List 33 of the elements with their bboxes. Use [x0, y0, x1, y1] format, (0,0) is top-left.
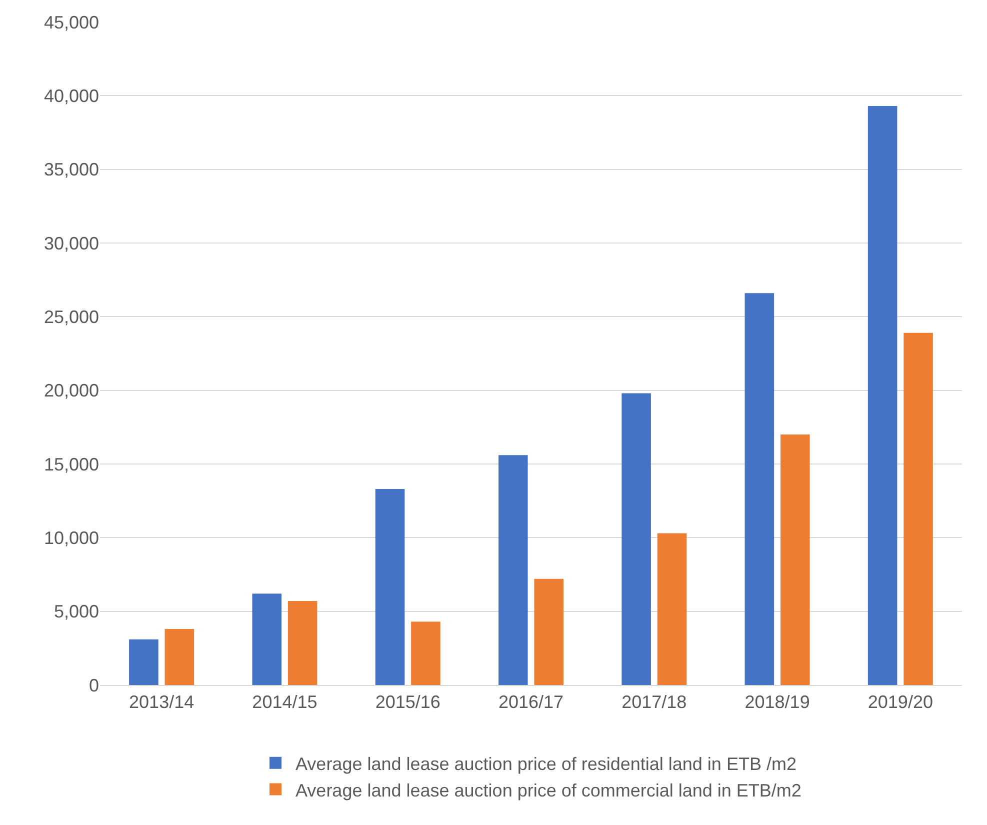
bar [375, 489, 405, 685]
y-tick-label: 5,000 [54, 602, 99, 622]
x-tick-label: 2018/19 [744, 692, 810, 712]
y-tick-label: 35,000 [44, 160, 99, 180]
bar [904, 332, 933, 685]
bar [288, 601, 318, 685]
y-tick-label: 20,000 [44, 380, 99, 401]
bar [657, 533, 687, 685]
y-tick-label: 0 [88, 675, 99, 696]
bar [252, 594, 282, 685]
y-tick-label: 40,000 [44, 86, 99, 106]
bar [868, 106, 898, 685]
legend-label: Average land lease auction price of commercial land in ETB/m2 [296, 780, 802, 800]
bar [411, 622, 440, 685]
bar [534, 578, 564, 685]
legend-label: Average land lease auction price of residential land in ETB /m2 [296, 754, 796, 774]
bar [744, 293, 774, 685]
x-tick-label: 2019/20 [868, 692, 933, 712]
bar [780, 434, 810, 685]
x-tick-label: 2014/15 [252, 692, 318, 712]
bar [164, 629, 194, 685]
x-tick-label: 2016/17 [498, 692, 564, 712]
y-tick-label: 15,000 [44, 454, 99, 474]
y-tick-label: 30,000 [44, 233, 99, 254]
x-tick-label: 2013/14 [129, 692, 194, 712]
bar [622, 393, 651, 685]
y-tick-label: 10,000 [44, 528, 99, 548]
y-tick-label: 45,000 [44, 12, 99, 32]
bar [498, 455, 528, 685]
x-tick-label: 2017/18 [622, 692, 687, 712]
x-tick-label: 2015/16 [375, 692, 440, 712]
y-tick-label: 25,000 [44, 306, 99, 327]
bar [129, 639, 158, 685]
